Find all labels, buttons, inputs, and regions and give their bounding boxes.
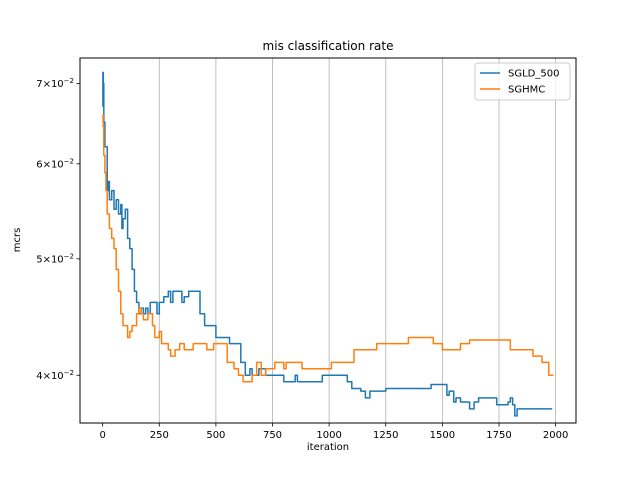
- x-axis: 0 250 500 750 1000 1250 1500 1750 2000: [99, 423, 568, 441]
- y-tick-label: 7×10−2: [36, 77, 74, 90]
- legend: SGLD_500 SGHMC: [474, 62, 571, 101]
- x-tick-label: 0: [99, 430, 105, 441]
- chart-title: mis classification rate: [263, 39, 394, 53]
- y-tick-label: 4×10−2: [36, 369, 74, 382]
- legend-label-sgld-500: SGLD_500: [508, 69, 559, 80]
- series-line-sgld-500: [102, 71, 553, 417]
- x-tick-label: 500: [206, 430, 225, 441]
- series-lines: [102, 71, 554, 417]
- x-axis-label: iteration: [307, 442, 349, 453]
- y-tick-label: 6×10−2: [36, 157, 74, 170]
- grid-lines: [158, 58, 557, 423]
- x-tick-label: 750: [263, 430, 282, 441]
- x-tick-label: 2000: [543, 430, 568, 441]
- x-tick-label: 1250: [373, 430, 398, 441]
- x-tick-label: 1000: [316, 430, 341, 441]
- y-axis: 4×10−2 5×10−2 6×10−2 7×10−2: [36, 77, 80, 382]
- x-tick-label: 250: [150, 430, 169, 441]
- y-tick-label: 5×10−2: [36, 252, 74, 265]
- x-tick-label: 1500: [430, 430, 455, 441]
- legend-label-sghmc: SGHMC: [508, 85, 545, 96]
- series-line-sghmc: [102, 113, 554, 383]
- plot-frame: [79, 57, 577, 424]
- y-axis-label: mcrs: [12, 228, 23, 253]
- x-tick-label: 1750: [486, 430, 511, 441]
